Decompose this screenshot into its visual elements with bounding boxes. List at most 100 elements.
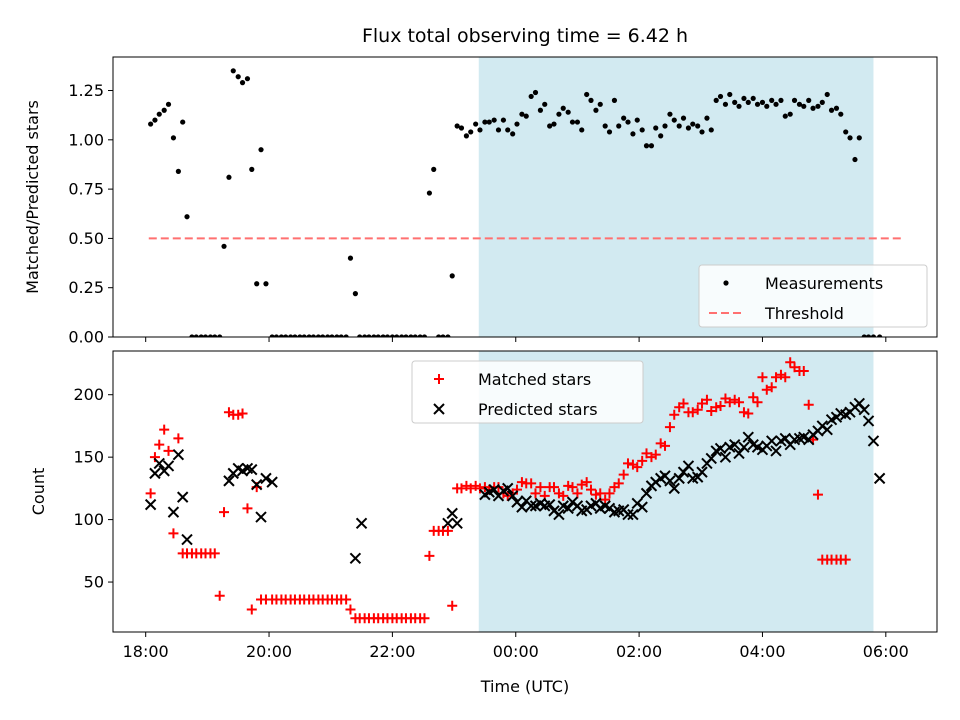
measurement-point [560, 105, 566, 111]
predicted-stars-point [246, 463, 258, 476]
measurement-point [791, 97, 798, 103]
predicted-stars-point [553, 508, 565, 521]
matched-stars-point [530, 488, 541, 499]
measurement-point [759, 99, 766, 105]
measurement-point [556, 111, 562, 117]
predicted-stars-point [446, 507, 458, 520]
legend-marker-predicted [433, 403, 445, 415]
matched-stars-point [535, 482, 546, 493]
measurement-point [217, 334, 223, 337]
y-tick-label: 0.75 [68, 180, 104, 199]
y-tick-label: 0.25 [68, 278, 104, 297]
measurement-point [676, 123, 682, 129]
matched-stars-point [803, 399, 814, 410]
ratio-y-axis-label: Matched/Predicted stars [23, 100, 42, 294]
legend-box [411, 360, 644, 424]
measurement-point [258, 147, 264, 153]
matched-stars-point [757, 372, 768, 383]
predicted-stars-point [705, 452, 717, 465]
measurement-point [537, 107, 544, 113]
measurement-point [616, 123, 622, 129]
measurement-point [584, 91, 590, 98]
measurement-point [708, 127, 714, 133]
measurement-point [690, 121, 696, 127]
measurement-point [473, 121, 479, 127]
predicted-stars-point [742, 431, 754, 443]
measurement-point [207, 334, 214, 337]
predicted-stars-point [627, 508, 639, 521]
measurement-point [384, 334, 391, 337]
measurement-point [226, 174, 232, 180]
measurement-point [202, 334, 209, 337]
matched-stars-point [447, 600, 458, 611]
measurement-point [193, 334, 199, 337]
matched-stars-point [715, 400, 726, 411]
matched-stars-point [237, 408, 248, 419]
measurement-point [648, 143, 655, 149]
predicted-stars-point [673, 472, 685, 485]
measurement-point [667, 111, 673, 117]
predicted-stars-point [719, 451, 732, 463]
measurement-point [856, 135, 862, 141]
matched-stars-point [246, 604, 257, 615]
measurement-point [212, 334, 218, 337]
matched-stars-point [604, 488, 615, 499]
measurement-point [606, 129, 613, 135]
measurement-point [436, 334, 442, 337]
axes-frame [112, 56, 938, 338]
measurement-point [597, 101, 603, 107]
y-tick-label: 200 [73, 385, 104, 404]
measurement-point [198, 334, 204, 337]
predicted-stars-point [488, 483, 500, 496]
measurement-point [310, 334, 317, 337]
series-predicted-stars [144, 397, 886, 565]
measurement-point [239, 80, 246, 86]
measurement-point [717, 93, 724, 100]
measurement-point [495, 127, 502, 133]
matched-stars-point [632, 462, 643, 473]
y-tick-label: 150 [73, 448, 104, 467]
measurement-point [175, 168, 181, 174]
predicted-stars-point [640, 487, 653, 500]
measurement-point [741, 95, 747, 102]
measurement-point [156, 111, 162, 117]
predicted-stars-point [770, 445, 782, 457]
measurement-point [362, 334, 368, 337]
plot-area [148, 68, 902, 337]
matched-stars-point [209, 548, 220, 559]
measurement-point [165, 101, 172, 107]
measurement-point [273, 334, 280, 337]
predicted-stars-point [149, 467, 161, 480]
matched-stars-point [766, 382, 777, 393]
predicted-stars-point [622, 508, 634, 521]
measurement-point [843, 129, 849, 135]
matched-stars-point [526, 478, 537, 489]
measurement-point [505, 127, 511, 133]
predicted-stars-point [250, 478, 263, 491]
measurement-point [639, 127, 645, 133]
predicted-stars-point [867, 435, 880, 447]
matched-stars-point [145, 488, 156, 499]
axes-frame [112, 350, 938, 633]
x-tick-label: 20:00 [246, 642, 292, 661]
predicted-stars-point [668, 482, 680, 495]
measurement-point [801, 103, 807, 109]
measurement-point [421, 334, 428, 337]
matched-stars-point [613, 478, 624, 489]
predicted-stars-point [172, 448, 185, 461]
matched-stars-point [581, 477, 592, 488]
measurement-point [877, 334, 883, 337]
matched-stars-point [567, 482, 578, 493]
measurement-point [787, 111, 793, 117]
measurement-point [477, 127, 483, 133]
measurement-point [408, 334, 414, 337]
predicted-stars-point [506, 490, 519, 502]
measurement-point [417, 334, 423, 337]
legend-marker-matched [434, 374, 444, 384]
measurement-point [278, 334, 284, 337]
predicted-stars-point [858, 403, 870, 416]
measurement-point [491, 117, 497, 123]
measurement-point [542, 101, 548, 107]
plot-area [144, 357, 886, 624]
count-y-axis-label: Count [29, 468, 48, 516]
